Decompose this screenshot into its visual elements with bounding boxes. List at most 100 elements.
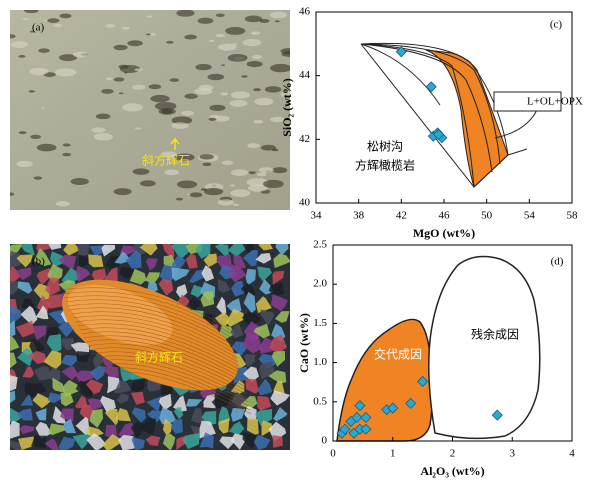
point [354, 400, 366, 412]
texture [10, 34, 16, 39]
x-tick-label: 50 [481, 210, 493, 222]
mineral-grain [185, 398, 203, 407]
mineral-grain [24, 382, 38, 398]
x-tick-label: 1 [390, 448, 396, 460]
mineral-grain [48, 244, 62, 250]
cleavage [87, 343, 245, 387]
mineral-grain [33, 248, 52, 266]
texture [53, 23, 63, 28]
texture [215, 33, 226, 38]
texture [229, 184, 236, 187]
texture [221, 160, 234, 166]
texture [33, 176, 43, 180]
texture [101, 88, 114, 94]
texture [177, 180, 198, 189]
mineral-grain [35, 408, 47, 421]
texture [209, 104, 226, 111]
x-tick-label: 46 [439, 210, 451, 222]
mineral-grain [61, 366, 78, 381]
texture [132, 84, 146, 90]
texture [271, 148, 279, 152]
mineral-grain [48, 309, 65, 325]
mineral-grain [62, 418, 76, 434]
mineral-grain [275, 244, 289, 256]
cleavage [93, 355, 248, 399]
mineral-grain [257, 378, 273, 396]
annotation: 残余成因 [471, 327, 519, 342]
texture [247, 184, 268, 192]
mineral-grain [33, 366, 52, 381]
mineral-grain [14, 267, 32, 281]
texture [247, 143, 260, 149]
mineral-grain [253, 323, 271, 339]
texture [244, 15, 263, 23]
mineral-grain [10, 375, 18, 392]
x-tick-label: 0 [330, 448, 336, 460]
mineral-grain [58, 320, 74, 338]
texture [10, 192, 15, 196]
mineral-grain [218, 418, 230, 434]
texture [16, 160, 33, 168]
cleavage [77, 323, 240, 367]
cleavage [59, 287, 231, 331]
mineral-grain [48, 423, 66, 436]
texture [127, 40, 143, 47]
texture [253, 88, 261, 92]
point [405, 397, 417, 409]
annotation: 松树沟 [367, 139, 403, 154]
mineral-grain [52, 406, 66, 424]
point [351, 411, 363, 424]
mineral-grain [119, 266, 135, 279]
point [360, 411, 372, 424]
mineral-grain [158, 278, 174, 296]
texture [189, 192, 203, 198]
cleavage [65, 299, 234, 343]
y-axis-title: SiO₂ (wt%) [280, 78, 294, 137]
texture [181, 110, 194, 116]
texture [274, 20, 280, 23]
cleavage [67, 303, 235, 347]
mineral-grain [45, 277, 61, 296]
x-tick-label: 4 [569, 448, 575, 460]
mineral-grain [145, 435, 161, 446]
mineral-grain [230, 380, 245, 394]
texture [171, 116, 193, 125]
texture [93, 133, 114, 141]
mineral-grain [75, 265, 91, 283]
texture [22, 17, 29, 20]
texture [270, 116, 285, 123]
mineral-grain [171, 267, 190, 282]
texture [134, 68, 143, 72]
mineral-grain [170, 418, 183, 434]
mineral-grain [10, 335, 20, 351]
y-tick-label: 1.5 [313, 317, 327, 329]
mineral-grain [115, 407, 132, 422]
mineral-grain [46, 334, 62, 354]
cleavage [69, 307, 236, 351]
mineral-grain [271, 351, 286, 367]
mineral-grain [211, 393, 232, 409]
texture [154, 101, 177, 111]
texture [208, 39, 215, 43]
mineral-grain [199, 420, 216, 439]
point [387, 402, 399, 414]
mineral-grain [158, 393, 172, 411]
mineral-grain [268, 370, 287, 384]
texture [28, 90, 35, 93]
texture [176, 10, 195, 17]
point [360, 423, 372, 435]
cleavage [89, 347, 246, 391]
texture [166, 40, 174, 44]
mineral-grain [60, 392, 74, 407]
texture [70, 177, 89, 186]
mineral-grain [173, 407, 184, 420]
cleavage [99, 367, 251, 411]
mineral-grain [45, 293, 65, 309]
mineral-grain [217, 279, 231, 293]
mineral-grain [35, 421, 52, 439]
mineral-grain [131, 391, 145, 405]
mineral-grain [172, 395, 187, 412]
texture [197, 17, 214, 24]
mineral-grain [255, 409, 273, 426]
